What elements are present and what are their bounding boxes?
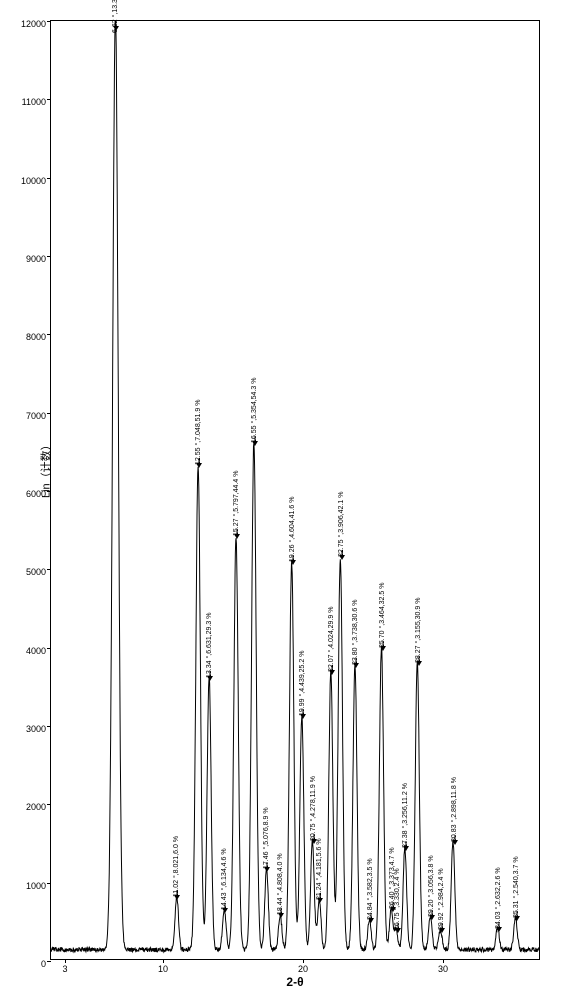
x-tick-label: 30 (438, 964, 448, 974)
y-tick-label: 2000 (11, 802, 46, 812)
peak-label: 26.75 °,3.330,2.4 % (394, 869, 401, 931)
y-tick-mark (47, 961, 51, 962)
x-tick-label: 20 (298, 964, 308, 974)
y-tick-label: 8000 (11, 332, 46, 342)
peak-label: 13.34 °,6.631,29.3 % (206, 612, 213, 677)
y-tick-label: 11000 (11, 97, 46, 107)
y-tick-label: 1000 (11, 881, 46, 891)
y-tick-mark (47, 256, 51, 257)
x-axis-label: 2-θ (286, 975, 303, 989)
peak-label: 18.44 °,4.808,4.0 % (277, 854, 284, 916)
y-tick-mark (47, 883, 51, 884)
peak-label: 22.07 °,4.024,29.9 % (328, 606, 335, 671)
peak-label: 23.80 °,3.738,30.6 % (352, 600, 359, 665)
peak-label: 29.92 °,2.984,2.4 % (438, 869, 445, 931)
peak-label: 12.55 °,7.048,51.9 % (195, 400, 202, 465)
y-tick-mark (47, 99, 51, 100)
y-tick-mark (47, 648, 51, 649)
peak-label: 14.43 °,6.134,4.6 % (221, 848, 228, 910)
y-tick-label: 4000 (11, 646, 46, 656)
y-tick-mark (47, 178, 51, 179)
peak-label: 28.27 °,3.155,30.9 % (415, 597, 422, 662)
peak-label: 19.26 °,4.604,41.6 % (289, 496, 296, 561)
peak-label: 16.55 °,5.354,54.3 % (251, 377, 258, 442)
peak-label: 21.24 °,4.181,5.6 % (316, 839, 323, 901)
y-tick-mark (47, 804, 51, 805)
peak-label: 17.46 °,5.076,8.9 % (263, 808, 270, 870)
peak-label: 19.99 °,4.439,25.2 % (299, 651, 306, 716)
peak-label: 25.70 °,3.464,32.5 % (379, 582, 386, 647)
peak-label: 29.20 °,3.056,3.8 % (428, 856, 435, 918)
y-tick-label: 0 (11, 959, 46, 969)
peak-label: 20.75 °,4.278,11.9 % (310, 776, 317, 841)
y-tick-mark (47, 413, 51, 414)
x-tick-mark (65, 959, 66, 963)
spectrum-line (51, 21, 539, 959)
y-tick-mark (47, 569, 51, 570)
peak-label: 30.83 °,2.898,11.8 % (451, 777, 458, 842)
y-tick-mark (47, 726, 51, 727)
y-tick-label: 5000 (11, 567, 46, 577)
peak-label: 15.27 °,5.797,44.4 % (233, 470, 240, 535)
x-tick-mark (303, 959, 304, 963)
peak-label: 6.62 °,13.333,100.0 % (112, 0, 119, 33)
y-tick-label: 10000 (11, 176, 46, 186)
y-tick-label: 7000 (11, 411, 46, 421)
y-tick-label: 9000 (11, 254, 46, 264)
xrd-chart: 6.62 °,13.333,100.0 %11.02 °,8.021,6.0 %… (50, 20, 540, 960)
peak-label: 27.38 °,3.256,11.2 % (402, 783, 409, 848)
peak-label: 22.75 °,3.906,42.1 % (338, 492, 345, 557)
peak-label: 35.31 °,2.540,3.7 % (513, 857, 520, 919)
x-tick-mark (443, 959, 444, 963)
x-tick-mark (163, 959, 164, 963)
y-tick-label: 12000 (11, 19, 46, 29)
y-tick-mark (47, 334, 51, 335)
y-tick-label: 3000 (11, 724, 46, 734)
peak-label: 24.84 °,3.582,3.5 % (367, 859, 374, 921)
peak-label: 11.02 °,8.021,6.0 % (173, 836, 180, 897)
x-tick-label: 3 (62, 964, 67, 974)
y-tick-mark (47, 21, 51, 22)
y-axis-label: Lin（计数） (37, 439, 53, 498)
peak-label: 34.03 °,2.632,2.6 % (495, 867, 502, 929)
x-tick-label: 10 (158, 964, 168, 974)
